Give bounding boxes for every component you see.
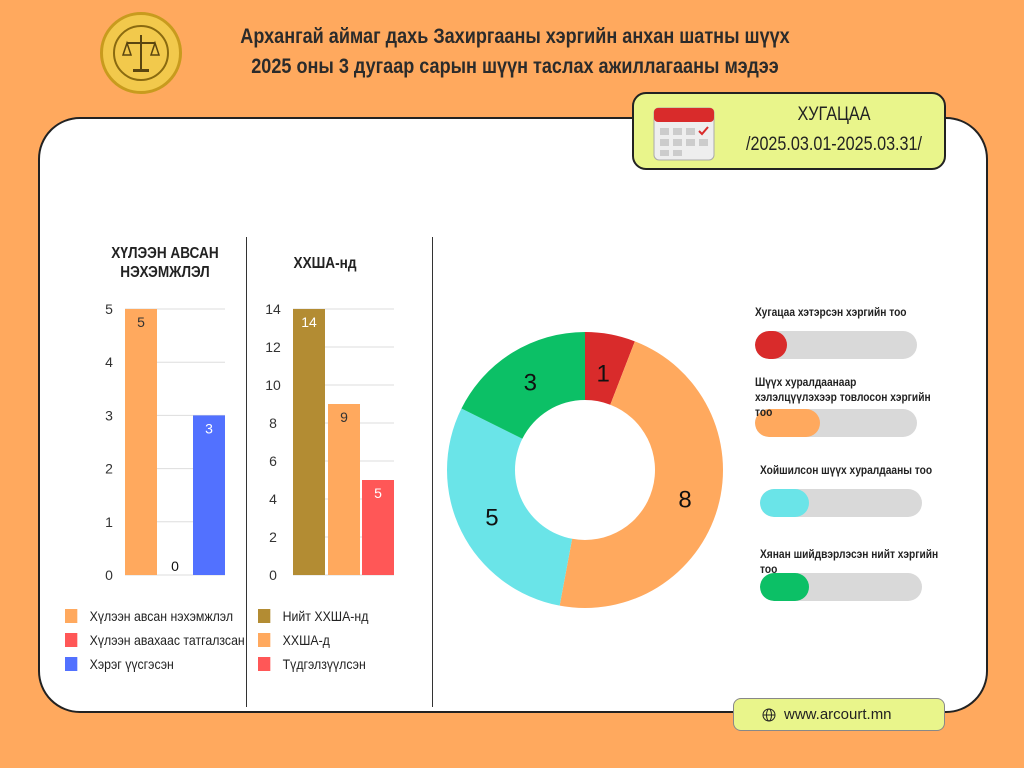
website-text: www.arcourt.mn xyxy=(784,706,892,723)
progress-label: Хугацаа хэтэрсэн хэргийн тоо xyxy=(755,305,907,319)
y-tick-label: 3 xyxy=(105,407,113,423)
bar xyxy=(328,404,360,575)
progress-fill xyxy=(760,573,809,601)
scales-of-justice-icon xyxy=(113,25,169,81)
data-label: 14 xyxy=(301,314,317,330)
y-tick-label: 2 xyxy=(269,529,277,545)
period-label: ХУГАЦАА xyxy=(797,104,871,125)
donut-slice xyxy=(447,408,573,606)
legend-item: ХХША-д xyxy=(258,628,368,652)
donut-slice xyxy=(585,332,635,405)
y-tick-label: 4 xyxy=(105,354,113,370)
progress-track xyxy=(760,489,922,517)
progress-item: Хойшилсон шүүх хуралдааны тоо xyxy=(760,463,970,517)
progress-label: Хянан шийдвэрлэсэн нийт хэргийн тоо xyxy=(760,547,939,576)
page-title: Архангай аймаг дахь Захиргааны хэргийн а… xyxy=(236,22,795,82)
progress-item: Хянан шийдвэрлэсэн нийт хэргийн тоо xyxy=(760,547,970,601)
donut-slice xyxy=(559,341,724,608)
chart1-title: ХҮЛЭЭН АВСАН НЭХЭМЖЛЭЛ xyxy=(111,245,219,281)
slice-label: 8 xyxy=(678,486,691,513)
divider xyxy=(246,237,247,707)
legend-swatch xyxy=(65,657,78,671)
legend-swatch xyxy=(258,633,271,647)
website-link[interactable]: www.arcourt.mn xyxy=(733,698,945,731)
data-label: 0 xyxy=(171,558,179,574)
progress-fill xyxy=(755,331,788,359)
y-tick-label: 4 xyxy=(269,491,277,507)
progress-track xyxy=(755,409,917,437)
y-tick-label: 14 xyxy=(265,301,281,317)
court-logo xyxy=(100,12,182,94)
period-range: /2025.03.01-2025.03.31/ xyxy=(745,134,923,155)
y-tick-label: 5 xyxy=(105,301,113,317)
data-label: 5 xyxy=(374,485,382,501)
globe-icon xyxy=(762,708,776,721)
progress-track xyxy=(755,331,917,359)
chart1-legend: Хүлээн авсан нэхэмжлэл Хүлээн авахаас та… xyxy=(65,604,269,676)
legend-swatch xyxy=(258,609,271,623)
data-label: 3 xyxy=(205,420,213,436)
progress-fill xyxy=(755,409,820,437)
legend-item: Нийт ХХША-нд xyxy=(258,604,368,628)
bar xyxy=(193,415,225,575)
progress-label: Хойшилсон шүүх хуралдааны тоо xyxy=(760,463,933,477)
progress-track xyxy=(760,573,922,601)
slice-label: 5 xyxy=(485,504,498,531)
slice-label: 1 xyxy=(597,361,610,388)
progress-item: Шүүх хуралдаанаар хэлэлцүүлэхээр товлосо… xyxy=(755,375,965,437)
y-tick-label: 12 xyxy=(265,339,281,355)
chart2-title: ХХША-нд xyxy=(293,255,357,272)
chart2-legend: Нийт ХХША-нд ХХША-д Түдгэлзүүлсэн xyxy=(258,604,383,676)
legend-swatch xyxy=(65,609,78,623)
legend-swatch xyxy=(65,633,78,647)
legend-item: Түдгэлзүүлсэн xyxy=(258,652,368,676)
progress-item: Хугацаа хэтэрсэн хэргийн тоо xyxy=(755,305,965,359)
bar xyxy=(125,309,157,575)
y-tick-label: 0 xyxy=(105,567,113,583)
bar xyxy=(293,309,325,575)
title-line-2: 2025 оны 3 дугаар сарын шүүн таслах ажил… xyxy=(251,55,779,78)
donut-slice xyxy=(461,332,585,439)
legend-item: Хүлээн авсан нэхэмжлэл xyxy=(65,604,245,628)
y-tick-label: 8 xyxy=(269,415,277,431)
divider xyxy=(432,237,433,707)
y-tick-label: 10 xyxy=(265,377,281,393)
slice-label: 3 xyxy=(524,370,537,397)
period-box: ХУГАЦАА /2025.03.01-2025.03.31/ xyxy=(632,92,946,170)
bar xyxy=(362,480,394,575)
y-tick-label: 6 xyxy=(269,453,277,469)
y-tick-label: 1 xyxy=(105,514,113,530)
data-label: 5 xyxy=(137,314,145,330)
legend-item: Хэрэг үүсгэсэн xyxy=(65,652,245,676)
progress-fill xyxy=(760,489,809,517)
title-line-1: Архангай аймаг дахь Захиргааны хэргийн а… xyxy=(240,25,790,48)
progress-label: Шүүх хуралдаанаар хэлэлцүүлэхээр товлосо… xyxy=(755,375,931,419)
y-tick-label: 0 xyxy=(269,567,277,583)
calendar-icon xyxy=(653,107,715,161)
data-label: 9 xyxy=(340,409,348,425)
legend-item: Хүлээн авахаас татгалзсан xyxy=(65,628,245,652)
y-tick-label: 2 xyxy=(105,461,113,477)
legend-swatch xyxy=(258,657,271,671)
